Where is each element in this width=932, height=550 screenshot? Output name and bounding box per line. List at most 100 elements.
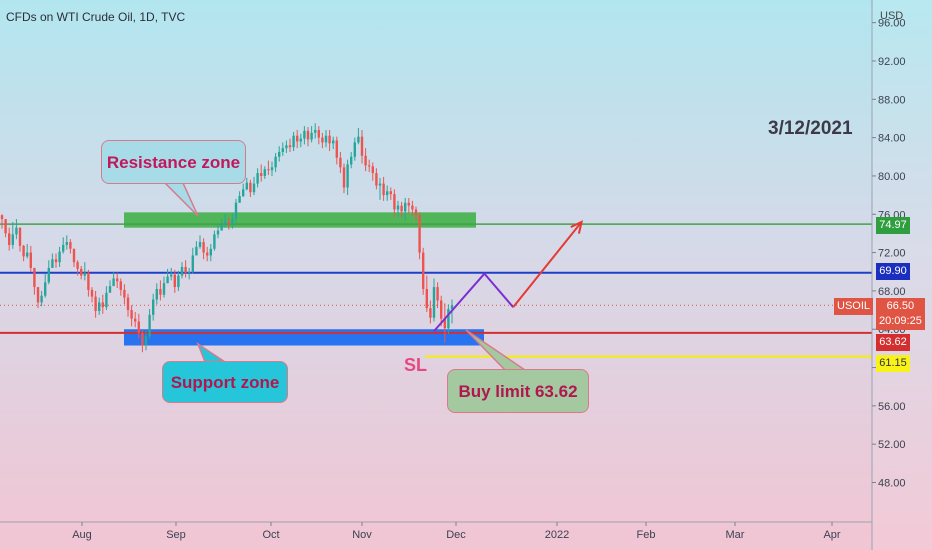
candle-body	[375, 173, 378, 186]
candle-body	[342, 167, 346, 188]
candle-body	[450, 305, 454, 310]
candle-body	[33, 267, 36, 288]
candle-body	[346, 164, 349, 188]
buy-limit-callout[interactable]: Buy limit 63.62	[447, 369, 589, 413]
candle-body	[306, 130, 310, 140]
candle-body	[292, 135, 295, 148]
sl-label: SL	[404, 355, 428, 375]
support-zone-box	[124, 329, 484, 346]
candle-body	[220, 224, 223, 231]
candle-body	[62, 244, 65, 252]
resistance-zone-callout[interactable]: Resistance zone	[101, 140, 246, 184]
candle-body	[216, 230, 220, 235]
candle-body	[105, 292, 108, 308]
candle-body	[209, 248, 212, 256]
candle-body	[357, 136, 360, 143]
candle-body	[47, 267, 50, 283]
candle-body	[368, 165, 371, 167]
y-tick-label: 84.00	[878, 133, 906, 145]
candle-body	[87, 272, 90, 290]
candle-body	[18, 227, 22, 246]
candle-body	[440, 300, 443, 319]
candle-body	[166, 276, 169, 284]
candle-body	[98, 302, 101, 312]
support-callout-tail	[196, 342, 228, 363]
candle-body	[54, 259, 58, 263]
candle-body	[206, 252, 209, 256]
candle-body	[263, 169, 266, 176]
candle-body	[123, 289, 126, 298]
candle-body	[44, 282, 47, 296]
candle-body	[371, 166, 374, 174]
candle-body	[162, 283, 166, 295]
resistance-price-tag: 74.97	[876, 217, 910, 234]
candle-body	[51, 259, 54, 268]
candle-body	[422, 252, 425, 289]
candle-body	[411, 205, 414, 210]
candle-body	[324, 135, 328, 143]
projection-red-arrowhead	[570, 220, 584, 234]
candle-body	[148, 314, 151, 336]
candle-body	[134, 318, 137, 322]
x-tick-label: Aug	[72, 529, 92, 541]
support-zone-callout[interactable]: Support zone	[162, 361, 288, 403]
candle-body	[382, 183, 385, 196]
candle-body	[386, 191, 389, 196]
x-tick-label: Apr	[823, 529, 840, 541]
candle-body	[429, 308, 432, 318]
candle-body	[69, 242, 72, 249]
candle-body	[58, 251, 61, 263]
x-tick-label: Sep	[166, 529, 186, 541]
candle-body	[119, 281, 122, 290]
candle-body	[0, 215, 4, 220]
candle-body	[152, 299, 155, 315]
candle-body	[252, 183, 256, 193]
candle-body	[328, 135, 331, 144]
candle-body	[317, 129, 320, 138]
candle-body	[249, 182, 252, 193]
candle-body	[130, 310, 133, 319]
x-tick-label: Oct	[262, 529, 279, 541]
y-tick-label: 80.00	[878, 171, 906, 183]
candle-body	[213, 234, 216, 249]
y-tick-label: 48.00	[878, 478, 906, 490]
candle-body	[339, 157, 342, 168]
y-tick-label: 92.00	[878, 56, 906, 68]
candle-body	[80, 268, 83, 276]
x-tick-label: Nov	[352, 529, 372, 541]
candle-body	[108, 286, 112, 293]
current-price-value: 66.50	[886, 300, 915, 312]
y-tick-label: 68.00	[878, 286, 906, 298]
candle-body	[83, 272, 86, 276]
candle-body	[159, 288, 162, 295]
buy-limit-price-tag: 63.62	[876, 334, 910, 351]
candle-body	[112, 278, 115, 287]
candle-body	[310, 132, 313, 140]
candles	[0, 123, 454, 353]
candle-body	[94, 296, 97, 312]
candle-body	[447, 309, 450, 329]
candle-body	[26, 252, 29, 257]
candle-body	[40, 295, 43, 303]
candle-body	[126, 297, 130, 311]
blue-level-price-tag: 69.90	[876, 263, 910, 280]
candle-body	[22, 245, 25, 257]
candle-body	[242, 189, 245, 197]
candle-body	[144, 335, 148, 346]
candle-body	[299, 138, 302, 142]
candle-body	[184, 266, 187, 273]
symbol-tag: USOIL	[834, 298, 874, 315]
projection	[433, 220, 584, 332]
candle-body	[36, 287, 40, 303]
candle-body	[360, 136, 364, 156]
candle-body	[65, 242, 68, 245]
candle-body	[278, 151, 281, 157]
candle-body	[227, 221, 230, 224]
date-annotation: 3/12/2021	[768, 118, 853, 139]
x-tick-label: Dec	[446, 529, 466, 541]
chart-title: CFDs on WTI Crude Oil, 1D, TVC	[6, 10, 186, 24]
y-tick-label: 88.00	[878, 94, 906, 106]
